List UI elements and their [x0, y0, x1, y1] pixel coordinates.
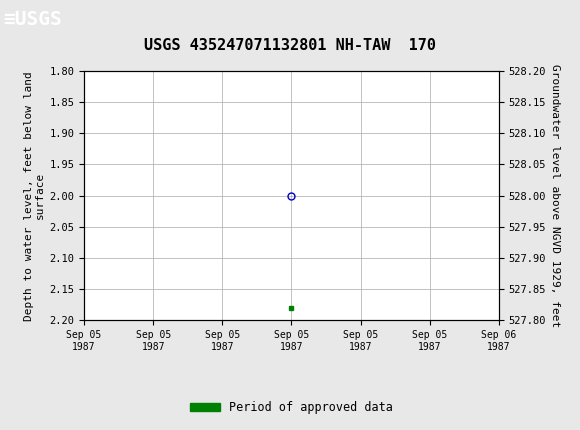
Y-axis label: Depth to water level, feet below land
surface: Depth to water level, feet below land su… [24, 71, 45, 320]
Text: USGS 435247071132801 NH-TAW  170: USGS 435247071132801 NH-TAW 170 [144, 38, 436, 52]
Text: ≡USGS: ≡USGS [3, 10, 61, 29]
Legend: Period of approved data: Period of approved data [186, 397, 397, 419]
Y-axis label: Groundwater level above NGVD 1929, feet: Groundwater level above NGVD 1929, feet [550, 64, 560, 327]
